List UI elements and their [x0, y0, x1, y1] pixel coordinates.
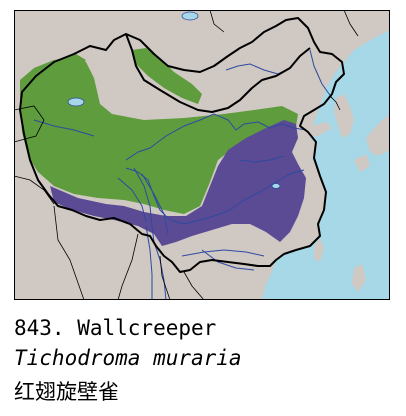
breeding-range-west-north [62, 54, 86, 68]
border-korea [329, 95, 341, 111]
scientific-name: Tichodroma muraria [14, 346, 242, 370]
japan-island-2 [354, 154, 370, 172]
breeding-range [20, 56, 298, 214]
taiwan-island [314, 238, 324, 262]
river-pearl [201, 249, 255, 271]
chinese-name: 红翅旋壁雀 [14, 380, 119, 404]
border-west-2 [14, 175, 55, 205]
yellow-river [125, 113, 307, 161]
lake-east [271, 183, 281, 189]
border-south-2 [117, 233, 139, 300]
resident-range [50, 120, 306, 246]
range-map [14, 10, 390, 300]
river-mekong [153, 241, 167, 300]
border-south-1 [53, 205, 85, 300]
river-west [33, 119, 95, 137]
mongolia-border [125, 33, 311, 113]
lake-west [67, 97, 85, 107]
china-border [19, 17, 345, 273]
river-north-2 [309, 49, 333, 99]
river-south [181, 249, 265, 257]
river-upper-2 [141, 173, 169, 235]
species-number-name: 843. Wallcreeper [14, 316, 217, 340]
river-huai [239, 155, 285, 163]
shandong-peninsula [304, 122, 332, 138]
river-upper-3 [117, 177, 147, 223]
border-west-1 [14, 105, 45, 143]
river-salween [145, 225, 153, 300]
border-northeast [343, 10, 359, 37]
map-frame [14, 10, 390, 300]
border-south-3 [183, 271, 205, 300]
lake-north [181, 11, 199, 21]
japan-island-1 [366, 114, 390, 156]
country-borders [14, 10, 359, 300]
philippines-island [352, 264, 366, 292]
korea-peninsula [334, 94, 354, 138]
river-upper-1 [133, 167, 155, 243]
rivers [33, 49, 333, 300]
breeding-range-north [132, 48, 202, 104]
yangtze-river [125, 167, 305, 225]
hainan-island [242, 282, 260, 298]
border-north-1 [209, 10, 225, 33]
border-south-4 [159, 255, 171, 300]
